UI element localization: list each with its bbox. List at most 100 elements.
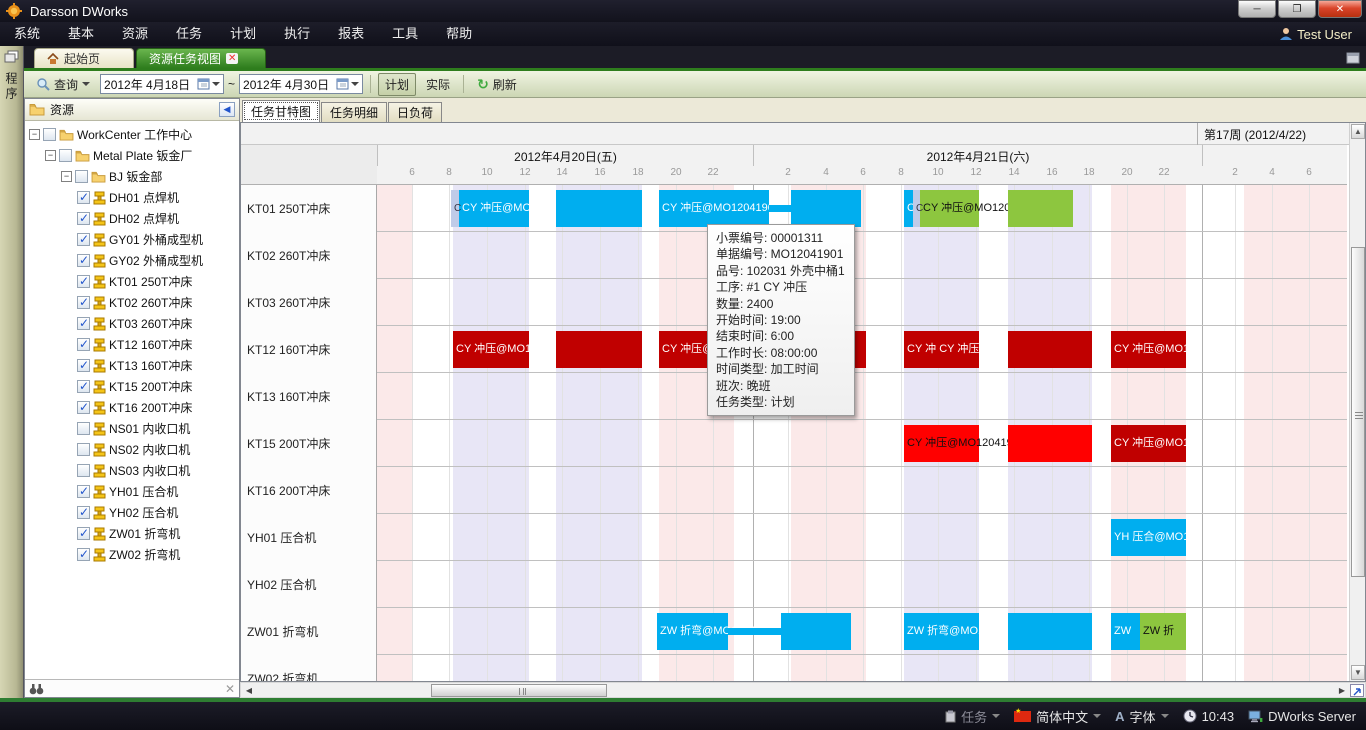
- checkbox[interactable]: [77, 232, 90, 246]
- checkbox[interactable]: [77, 443, 90, 456]
- date-from-field[interactable]: 2012年 4月18日: [100, 74, 225, 94]
- gantt-vertical-scrollbar[interactable]: ▲ ▼: [1349, 123, 1365, 681]
- checkbox[interactable]: [77, 505, 90, 519]
- menu-item-1[interactable]: 系统: [14, 26, 41, 41]
- gantt-horizontal-scrollbar[interactable]: ◀ ▶: [240, 682, 1366, 698]
- menu-item-9[interactable]: 帮助: [446, 26, 473, 41]
- task-bar[interactable]: ZW: [1111, 613, 1140, 650]
- tree-item[interactable]: ZW02 折弯机: [25, 544, 239, 565]
- menu-item-5[interactable]: 计划: [230, 26, 257, 41]
- actual-toggle-button[interactable]: 实际: [420, 74, 456, 95]
- task-bar[interactable]: CY 冲压@MO12041902: [920, 190, 1041, 227]
- task-bar[interactable]: C: [451, 190, 461, 227]
- task-bar[interactable]: YH 压合@MO1: [1111, 519, 1189, 556]
- tree-item[interactable]: − Metal Plate 钣金厂: [25, 145, 239, 166]
- tree-item[interactable]: KT16 200T冲床: [25, 397, 239, 418]
- date-to-field[interactable]: 2012年 4月30日: [239, 74, 364, 94]
- checkbox[interactable]: [77, 526, 90, 540]
- task-bar[interactable]: [791, 190, 861, 227]
- task-bar[interactable]: [1008, 613, 1092, 650]
- menu-item-7[interactable]: 报表: [338, 26, 365, 41]
- tree-item[interactable]: NS03 内收口机: [25, 460, 239, 481]
- tab-task-detail[interactable]: 任务明细: [321, 102, 388, 122]
- task-bar[interactable]: CY 冲压@MO1: [1111, 425, 1189, 462]
- task-bar[interactable]: C: [904, 190, 915, 227]
- tree-item[interactable]: KT13 160T冲床: [25, 355, 239, 376]
- tree-footer-close-icon[interactable]: ✕: [224, 681, 235, 696]
- checkbox[interactable]: [77, 337, 90, 351]
- task-bar[interactable]: [556, 331, 642, 368]
- tree-item[interactable]: NS01 内收口机: [25, 418, 239, 439]
- vertical-scroll-thumb[interactable]: [1351, 247, 1365, 577]
- scroll-left-button[interactable]: ◀: [245, 686, 253, 695]
- menu-item-2[interactable]: 基本: [68, 26, 95, 41]
- tree-item[interactable]: ZW01 折弯机: [25, 523, 239, 544]
- status-task-menu[interactable]: 任务: [945, 707, 1001, 726]
- checkbox[interactable]: [77, 464, 90, 477]
- tree-item[interactable]: − WorkCenter 工作中心: [25, 124, 239, 145]
- tree-expander-icon[interactable]: −: [45, 150, 56, 161]
- tree-expander-icon[interactable]: −: [61, 171, 72, 182]
- checkbox[interactable]: [77, 547, 90, 561]
- checkbox[interactable]: [77, 211, 90, 225]
- tree-item[interactable]: KT02 260T冲床: [25, 292, 239, 313]
- task-bar[interactable]: CY 冲压@MO12041904: [453, 331, 574, 368]
- checkbox[interactable]: [77, 253, 90, 267]
- tree-item[interactable]: YH01 压合机: [25, 481, 239, 502]
- checkbox[interactable]: [77, 379, 90, 393]
- task-bar[interactable]: [1008, 190, 1073, 227]
- checkbox[interactable]: [77, 274, 90, 288]
- task-bar[interactable]: CY 冲压@MO12041903: [904, 425, 1025, 462]
- tab-daily-load[interactable]: 日负荷: [388, 102, 443, 122]
- tab-resource-task-view[interactable]: 资源任务视图 ✕: [136, 48, 266, 68]
- refresh-button[interactable]: ↻ 刷新: [471, 74, 523, 95]
- checkbox[interactable]: [77, 358, 90, 372]
- checkbox[interactable]: [59, 149, 72, 162]
- menu-item-4[interactable]: 任务: [176, 26, 203, 41]
- task-bar[interactable]: CY 冲压@MO12041901: [459, 190, 580, 227]
- task-bar[interactable]: C: [913, 190, 923, 227]
- task-bar[interactable]: ZW 折弯@MO12041901: [657, 613, 780, 650]
- menu-item-6[interactable]: 执行: [284, 26, 311, 41]
- menu-item-8[interactable]: 工具: [392, 26, 419, 41]
- tree-item[interactable]: YH02 压合机: [25, 502, 239, 523]
- panel-expand-corner-button[interactable]: [1350, 684, 1364, 697]
- status-language-menu[interactable]: 简体中文: [1014, 707, 1102, 726]
- tab-gantt[interactable]: 任务甘特图: [242, 100, 321, 122]
- tab-home[interactable]: 起始页: [34, 48, 134, 68]
- tree-item[interactable]: GY02 外桶成型机: [25, 250, 239, 271]
- task-bar[interactable]: [781, 613, 851, 650]
- tree-item[interactable]: DH01 点焊机: [25, 187, 239, 208]
- scroll-down-button[interactable]: ▼: [1351, 665, 1365, 680]
- tree-item[interactable]: − BJ 钣金部: [25, 166, 239, 187]
- task-bar[interactable]: CY 冲 CY 冲压@MO12041904: [904, 331, 1057, 368]
- query-button[interactable]: 查询: [30, 74, 96, 95]
- checkbox[interactable]: [77, 316, 90, 330]
- tree-item[interactable]: KT12 160T冲床: [25, 334, 239, 355]
- checkbox[interactable]: [77, 422, 90, 435]
- task-bar[interactable]: [1008, 331, 1092, 368]
- checkbox[interactable]: [77, 400, 90, 414]
- task-bar[interactable]: ZW 折: [1140, 613, 1186, 650]
- plan-toggle-button[interactable]: 计划: [378, 72, 417, 96]
- task-bar[interactable]: CY 冲压@MO12041901: [659, 190, 780, 227]
- tree-expander-icon[interactable]: −: [29, 129, 40, 140]
- task-bar[interactable]: [556, 190, 642, 227]
- tab-overflow-icon[interactable]: [1346, 52, 1360, 64]
- minimize-button[interactable]: ─: [1238, 0, 1276, 18]
- tree-item[interactable]: GY01 外桶成型机: [25, 229, 239, 250]
- task-bar[interactable]: ZW 折弯@MO12041901: [904, 613, 1027, 650]
- checkbox[interactable]: [43, 128, 56, 141]
- task-bar[interactable]: CY 冲压@MO1: [1111, 331, 1189, 368]
- tree-item[interactable]: KT15 200T冲床: [25, 376, 239, 397]
- tree-item[interactable]: DH02 点焊机: [25, 208, 239, 229]
- task-bar[interactable]: [728, 628, 781, 635]
- tree-item[interactable]: KT03 260T冲床: [25, 313, 239, 334]
- restore-button[interactable]: ❐: [1278, 0, 1316, 18]
- checkbox[interactable]: [77, 484, 90, 498]
- scroll-right-button[interactable]: ▶: [1338, 686, 1346, 695]
- tree-collapse-button[interactable]: ◀: [219, 102, 235, 117]
- horizontal-scroll-thumb[interactable]: [431, 684, 607, 697]
- task-bar[interactable]: [769, 205, 791, 212]
- checkbox[interactable]: [77, 190, 90, 204]
